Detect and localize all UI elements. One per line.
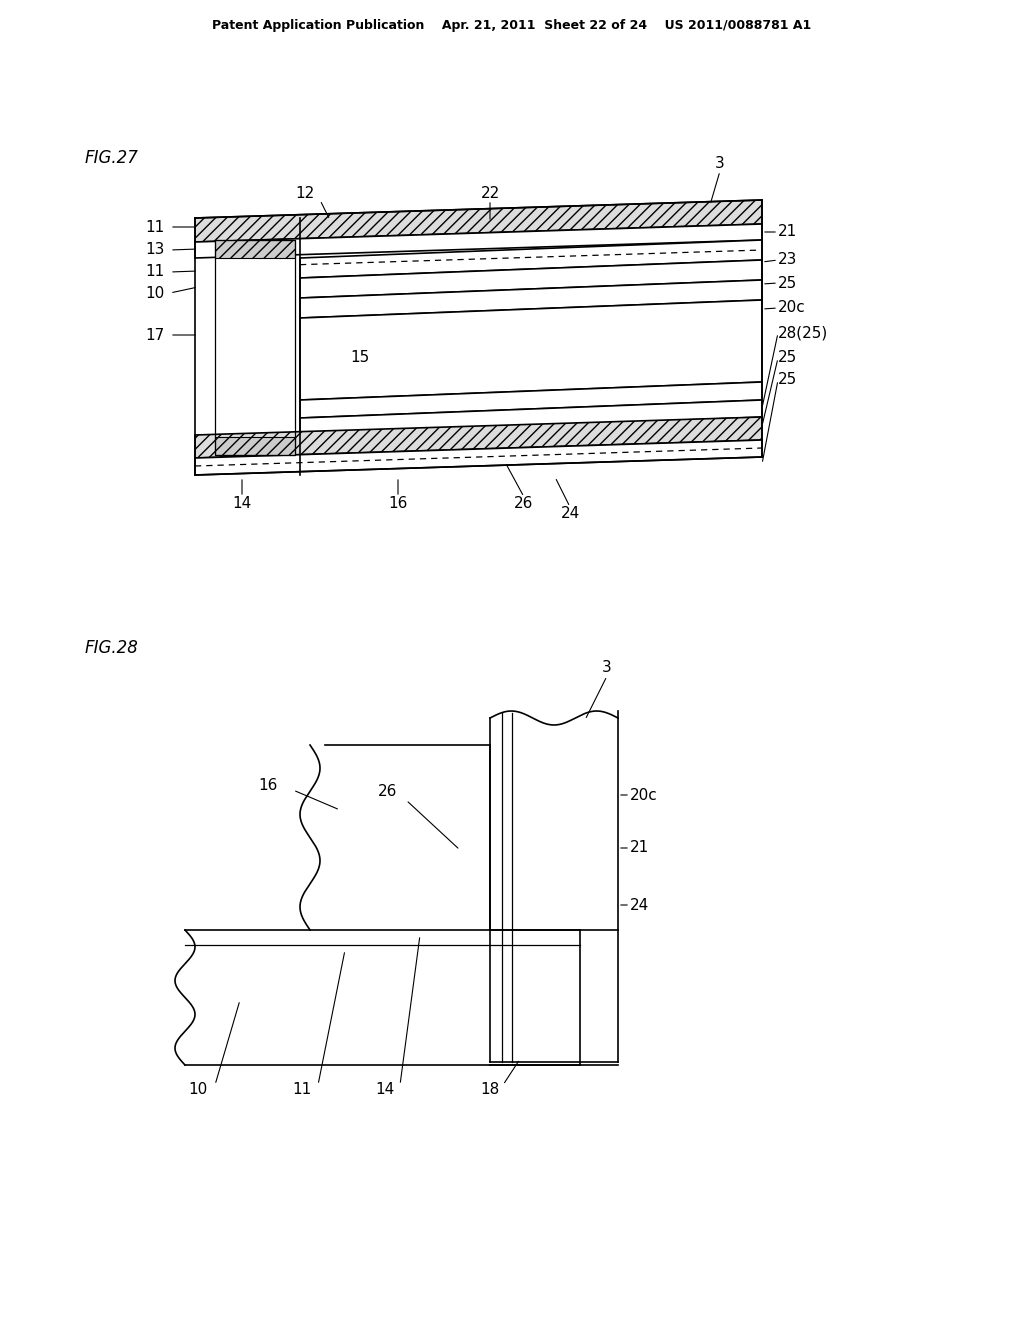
Text: 17: 17 [145, 327, 165, 342]
Polygon shape [300, 280, 762, 318]
Text: 21: 21 [778, 224, 798, 239]
Text: 28(25): 28(25) [778, 326, 828, 341]
Polygon shape [215, 437, 295, 455]
Text: 11: 11 [145, 264, 165, 280]
Text: FIG.27: FIG.27 [85, 149, 139, 168]
Polygon shape [300, 300, 762, 400]
Text: 10: 10 [145, 285, 165, 301]
Polygon shape [195, 224, 762, 257]
Text: 14: 14 [376, 1082, 394, 1097]
Text: 26: 26 [514, 495, 534, 511]
Text: 13: 13 [145, 243, 165, 257]
Text: 12: 12 [295, 186, 314, 201]
Bar [215, 240, 295, 455]
Text: 25: 25 [778, 351, 798, 366]
Text: 24: 24 [560, 506, 580, 520]
Text: Patent Application Publication    Apr. 21, 2011  Sheet 22 of 24    US 2011/00887: Patent Application Publication Apr. 21, … [212, 18, 812, 32]
Text: 22: 22 [480, 186, 500, 201]
Text: 11: 11 [145, 219, 165, 235]
Text: 25: 25 [778, 372, 798, 388]
Polygon shape [215, 240, 295, 257]
Text: 21: 21 [630, 841, 649, 855]
Text: 18: 18 [480, 1082, 500, 1097]
Text: 3: 3 [715, 156, 725, 170]
Polygon shape [300, 381, 762, 418]
Polygon shape [300, 260, 762, 298]
Text: 23: 23 [778, 252, 798, 268]
Text: 14: 14 [232, 495, 252, 511]
Text: 11: 11 [293, 1082, 311, 1097]
Polygon shape [195, 417, 762, 458]
Text: 20c: 20c [630, 788, 657, 803]
Text: 26: 26 [378, 784, 397, 800]
Text: 20c: 20c [778, 301, 806, 315]
Polygon shape [195, 440, 762, 475]
Polygon shape [300, 240, 762, 279]
Text: 16: 16 [258, 777, 278, 792]
Text: 25: 25 [778, 276, 798, 290]
Text: 10: 10 [188, 1082, 208, 1097]
Text: FIG.28: FIG.28 [85, 639, 139, 657]
Text: 16: 16 [388, 495, 408, 511]
Text: 15: 15 [350, 351, 370, 366]
Polygon shape [195, 201, 762, 242]
Text: 3: 3 [602, 660, 612, 676]
Polygon shape [300, 400, 762, 436]
Text: 24: 24 [630, 898, 649, 912]
